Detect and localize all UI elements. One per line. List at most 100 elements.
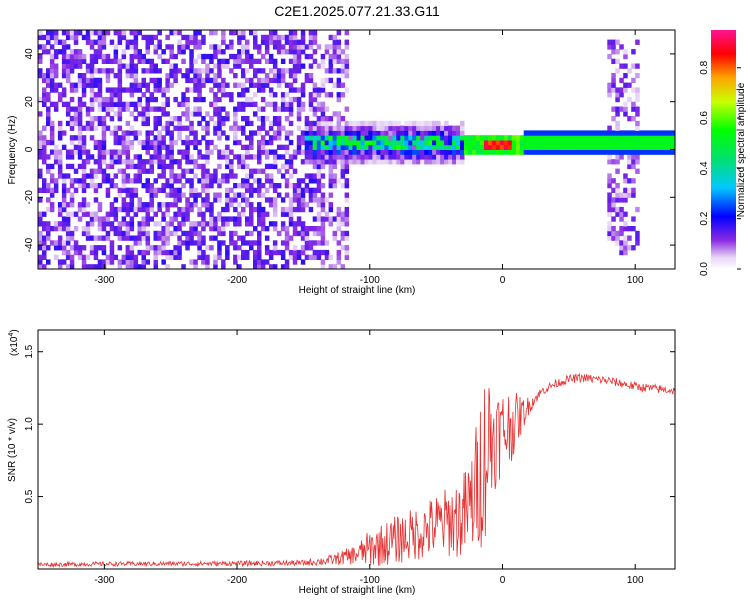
heatmap-cell bbox=[253, 168, 258, 174]
heatmap-cell bbox=[69, 211, 75, 217]
heatmap-cell bbox=[177, 192, 182, 198]
heatmap-cell bbox=[129, 259, 135, 265]
heatmap-cell bbox=[213, 82, 218, 88]
heatmap-cell bbox=[181, 96, 186, 103]
heatmap-cell bbox=[229, 30, 234, 36]
heatmap-cell bbox=[292, 49, 298, 55]
heatmap-cell bbox=[201, 183, 206, 189]
heatmap-cell bbox=[268, 135, 274, 141]
heatmap-cell bbox=[153, 77, 158, 84]
heatmap-cell bbox=[380, 125, 385, 131]
heatmap-cell bbox=[157, 159, 162, 165]
heatmap-cell bbox=[332, 58, 338, 64]
heatmap-cell bbox=[233, 116, 238, 122]
heatmap-cell bbox=[587, 130, 592, 136]
heatmap-cell bbox=[57, 168, 63, 174]
heatmap-cell bbox=[205, 159, 210, 165]
heatmap-cell bbox=[288, 120, 294, 127]
heatmap-cell bbox=[507, 139, 513, 146]
heatmap-cell bbox=[121, 87, 127, 93]
heatmap-cell bbox=[659, 149, 664, 155]
heatmap-cell bbox=[165, 87, 170, 93]
heatmap-cell bbox=[547, 135, 553, 141]
heatmap-cell bbox=[141, 77, 146, 84]
heatmap-cell bbox=[567, 139, 572, 146]
heatmap-cell bbox=[137, 96, 142, 103]
heatmap-cell bbox=[623, 240, 628, 246]
heatmap-cell bbox=[149, 144, 154, 150]
heatmap-cell bbox=[197, 163, 202, 170]
heatmap-cell bbox=[619, 206, 624, 213]
heatmap-cell bbox=[205, 63, 210, 69]
heatmap-cell bbox=[185, 77, 190, 84]
heatmap-cell bbox=[77, 73, 83, 79]
heatmap-cell bbox=[177, 149, 182, 155]
heatmap-cell bbox=[555, 130, 561, 136]
heatmap-cell bbox=[161, 92, 166, 98]
heatmap-cell bbox=[177, 245, 182, 251]
heatmap-cell bbox=[272, 206, 278, 213]
heatmap-cell bbox=[412, 135, 417, 141]
heatmap-cell bbox=[157, 173, 162, 179]
heatmap-cell bbox=[607, 211, 612, 217]
heatmap-cell bbox=[511, 135, 517, 141]
heatmap-cell bbox=[241, 49, 246, 55]
heatmap-cell bbox=[651, 135, 656, 141]
heatmap-cell bbox=[101, 149, 107, 155]
heatmap-cell bbox=[157, 130, 162, 136]
heatmap-cell bbox=[89, 235, 95, 241]
heatmap-cell bbox=[245, 230, 250, 237]
heatmap-cell bbox=[57, 96, 63, 103]
heatmap-cell bbox=[117, 135, 123, 141]
heatmap-cell bbox=[559, 135, 564, 141]
heatmap-cell bbox=[169, 139, 174, 146]
heatmap-cell bbox=[109, 211, 115, 217]
heatmap-cell bbox=[97, 264, 103, 270]
heatmap-cell bbox=[229, 68, 234, 74]
heatmap-cell bbox=[249, 82, 254, 88]
heatmap-cell bbox=[288, 221, 294, 227]
heatmap-cell bbox=[324, 49, 330, 55]
heatmap-cell bbox=[324, 77, 330, 84]
heatmap-cell bbox=[65, 120, 71, 127]
heatmap-cell bbox=[372, 154, 377, 160]
heatmap-cell bbox=[507, 149, 513, 155]
heatmap-cell bbox=[591, 135, 596, 141]
heatmap-cell bbox=[153, 106, 158, 112]
heatmap-cell bbox=[189, 111, 194, 117]
heatmap-cell bbox=[201, 82, 206, 88]
heatmap-cell bbox=[304, 73, 310, 79]
heatmap-cell bbox=[109, 202, 115, 208]
heatmap-cell bbox=[229, 173, 234, 179]
heatmap-cell bbox=[519, 144, 525, 150]
heatmap-cell bbox=[161, 101, 166, 107]
heatmap-cell bbox=[619, 130, 624, 136]
heatmap-cell bbox=[81, 73, 87, 79]
heatmap-cell bbox=[336, 211, 342, 217]
heatmap-cell bbox=[452, 144, 457, 150]
heatmap-cell bbox=[241, 130, 246, 136]
heatmap-cell bbox=[292, 187, 298, 193]
heatmap-cell bbox=[169, 168, 174, 174]
heatmap-cell bbox=[145, 34, 150, 41]
heatmap-cell bbox=[392, 149, 397, 155]
heatmap-cell bbox=[65, 77, 71, 84]
heatmap-cell bbox=[46, 221, 51, 227]
heatmap-cell bbox=[121, 34, 127, 41]
heatmap-cell bbox=[249, 144, 254, 150]
heatmap-cell bbox=[655, 144, 660, 150]
heatmap-cell bbox=[121, 173, 127, 179]
heatmap-cell bbox=[165, 206, 170, 213]
heatmap-cell bbox=[639, 130, 644, 136]
heatmap-cell bbox=[125, 120, 131, 127]
heatmap-cell bbox=[276, 39, 282, 45]
heatmap-cell bbox=[69, 245, 75, 251]
heatmap-cell bbox=[205, 197, 210, 203]
heatmap-cell bbox=[217, 111, 222, 117]
heatmap-cell bbox=[117, 106, 123, 112]
heatmap-cell bbox=[38, 235, 43, 241]
heatmap-cell bbox=[567, 144, 572, 150]
heatmap-cell bbox=[328, 163, 334, 170]
heatmap-cell bbox=[57, 49, 63, 55]
heatmap-cell bbox=[193, 87, 198, 93]
